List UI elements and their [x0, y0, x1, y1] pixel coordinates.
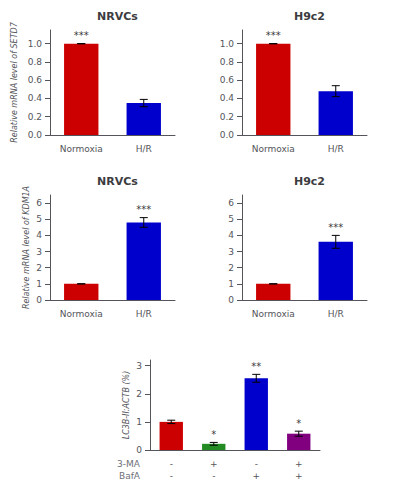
svg-text:0.6: 0.6: [28, 75, 43, 85]
svg-text:6: 6: [36, 198, 42, 208]
svg-text:NRVCs: NRVCs: [97, 175, 138, 188]
svg-text:3-MA: 3-MA: [117, 459, 141, 469]
svg-text:6: 6: [228, 198, 234, 208]
svg-text:H9c2: H9c2: [294, 175, 325, 188]
svg-text:0: 0: [36, 295, 42, 305]
svg-text:H9c2: H9c2: [294, 10, 325, 23]
svg-text:0.8: 0.8: [220, 57, 235, 67]
svg-text:0.6: 0.6: [220, 75, 235, 85]
svg-text:NRVCs: NRVCs: [97, 10, 138, 23]
svg-text:3: 3: [36, 247, 42, 257]
svg-text:*: *: [296, 418, 301, 429]
svg-text:1: 1: [228, 279, 234, 289]
svg-text:1: 1: [136, 417, 142, 427]
svg-text:-: -: [170, 471, 173, 481]
svg-text:Normoxia: Normoxia: [60, 309, 103, 319]
svg-text:+: +: [210, 459, 218, 469]
svg-text:+: +: [295, 471, 303, 481]
svg-text:BafA: BafA: [119, 471, 141, 481]
svg-text:4: 4: [228, 230, 234, 240]
svg-text:Normoxia: Normoxia: [60, 144, 103, 154]
svg-text:0.2: 0.2: [220, 112, 234, 122]
svg-text:LC3B-II:ACTB (%): LC3B-II:ACTB (%): [122, 371, 131, 440]
svg-text:3: 3: [228, 247, 234, 257]
svg-text:5: 5: [228, 214, 234, 224]
svg-text:0.4: 0.4: [28, 93, 43, 103]
svg-text:2: 2: [136, 389, 142, 399]
svg-text:0.0: 0.0: [220, 130, 235, 140]
svg-text:0.8: 0.8: [28, 57, 43, 67]
svg-text:*: *: [211, 429, 216, 440]
svg-text:***: ***: [266, 30, 281, 41]
svg-text:H/R: H/R: [136, 309, 152, 319]
svg-text:***: ***: [328, 222, 343, 233]
svg-text:***: ***: [136, 204, 151, 215]
svg-text:H/R: H/R: [328, 309, 344, 319]
svg-text:Normoxia: Normoxia: [252, 309, 295, 319]
svg-text:H/R: H/R: [328, 144, 344, 154]
svg-text:-: -: [170, 459, 173, 469]
svg-text:+: +: [295, 459, 303, 469]
svg-text:1.0: 1.0: [28, 39, 43, 49]
svg-text:5: 5: [36, 214, 42, 224]
svg-text:Normoxia: Normoxia: [252, 144, 295, 154]
svg-text:H/R: H/R: [136, 144, 152, 154]
svg-text:-: -: [255, 459, 258, 469]
svg-text:1: 1: [36, 279, 42, 289]
svg-text:Relative mRNA level of KDM1A: Relative mRNA level of KDM1A: [22, 186, 31, 309]
svg-text:0.4: 0.4: [220, 93, 235, 103]
svg-text:3: 3: [136, 361, 142, 371]
svg-text:0.2: 0.2: [28, 112, 42, 122]
svg-text:2: 2: [228, 263, 234, 273]
svg-text:0.0: 0.0: [28, 130, 43, 140]
svg-text:0: 0: [228, 295, 234, 305]
svg-text:4: 4: [36, 230, 42, 240]
svg-text:2: 2: [36, 263, 42, 273]
svg-text:1.0: 1.0: [220, 39, 235, 49]
svg-text:0: 0: [136, 445, 142, 455]
svg-text:Relative mRNA level of SETD7: Relative mRNA level of SETD7: [10, 21, 19, 143]
svg-text:+: +: [252, 471, 260, 481]
svg-text:**: **: [251, 361, 261, 372]
svg-text:***: ***: [74, 30, 89, 41]
svg-text:-: -: [212, 471, 215, 481]
